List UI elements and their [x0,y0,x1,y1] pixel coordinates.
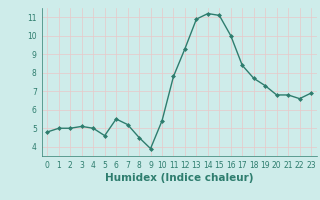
X-axis label: Humidex (Indice chaleur): Humidex (Indice chaleur) [105,173,253,183]
